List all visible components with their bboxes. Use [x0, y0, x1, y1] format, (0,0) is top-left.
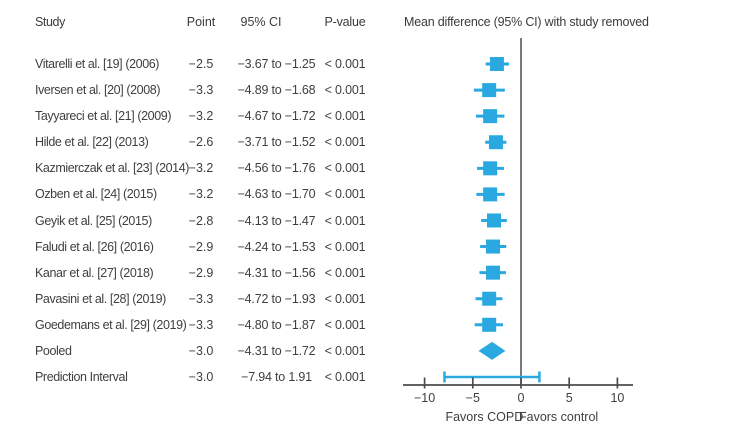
p-value: < 0.001 — [324, 265, 366, 280]
study-label: Ozben et al. [24] (2015) — [35, 187, 157, 202]
axis-tick-label: 5 — [566, 391, 573, 405]
point-estimate-value: −3.3 — [188, 83, 214, 98]
study-label: Hilde et al. [22] (2013) — [35, 135, 149, 150]
p-value: < 0.001 — [324, 161, 366, 176]
favors-left-label: Favors COPD — [445, 410, 523, 424]
p-value: < 0.001 — [324, 343, 366, 358]
forest-marker-square — [483, 109, 498, 124]
study-label: Pavasini et al. [28] (2019) — [35, 291, 166, 306]
p-value: < 0.001 — [324, 83, 366, 98]
p-value: < 0.001 — [324, 57, 366, 71]
plot-title: Mean difference (95% CI) with study remo… — [404, 15, 649, 29]
axis-tick-label: −10 — [414, 391, 435, 405]
forest-marker-square — [486, 265, 501, 280]
point-estimate-value: −3.0 — [188, 370, 214, 384]
point-estimate-value: −2.8 — [188, 213, 214, 228]
point-estimate-value: −3.2 — [188, 161, 214, 176]
forest-marker-square — [482, 317, 497, 332]
confidence-interval-value: −3.67 to −1.25 — [237, 57, 316, 71]
study-label: Kazmierczak et al. [23] (2014) — [35, 161, 190, 176]
p-value: < 0.001 — [324, 317, 366, 332]
confidence-interval-value: −3.71 to −1.52 — [237, 135, 316, 150]
col-header-ci: 95% CI — [240, 15, 282, 29]
forest-marker-square — [488, 135, 503, 150]
point-estimate-value: −2.6 — [188, 135, 214, 150]
forest-marker-square — [487, 213, 502, 228]
study-label: Tayyareci et al. [21] (2009) — [35, 109, 172, 124]
axis-tick-label: 10 — [610, 391, 624, 405]
study-label: Iversen et al. [20] (2008) — [35, 83, 161, 98]
confidence-interval-value: −4.24 to −1.53 — [237, 239, 316, 254]
axis-tick-label: −5 — [466, 391, 480, 405]
point-estimate-value: −2.9 — [188, 265, 214, 280]
confidence-interval-value: −4.31 to −1.72 — [237, 343, 316, 358]
p-value: < 0.001 — [324, 109, 366, 124]
col-header-point: Point — [186, 15, 216, 29]
confidence-interval-value: −4.63 to −1.70 — [237, 187, 316, 202]
point-estimate-value: −3.2 — [188, 109, 214, 124]
confidence-interval-value: −4.67 to −1.72 — [237, 109, 316, 124]
col-header-pvalue: P-value — [324, 15, 366, 29]
point-estimate-value: −2.5 — [188, 57, 214, 71]
forest-marker-square — [483, 187, 498, 202]
confidence-interval-value: −4.89 to −1.68 — [237, 83, 316, 98]
axis-tick-label: 0 — [518, 391, 525, 405]
confidence-interval-value: −4.56 to −1.76 — [237, 161, 316, 176]
confidence-interval-value: −4.72 to −1.93 — [237, 291, 316, 306]
study-label: Vitarelli et al. [19] (2006) — [35, 57, 160, 71]
forest-marker-square — [482, 291, 497, 306]
confidence-interval-value: −4.31 to −1.56 — [237, 265, 316, 280]
study-label: Goedemans et al. [29] (2019) — [35, 317, 187, 332]
col-header-study: Study — [35, 15, 65, 29]
point-estimate-value: −3.0 — [188, 343, 214, 358]
p-value: < 0.001 — [324, 239, 366, 254]
confidence-interval-value: −4.13 to −1.47 — [237, 213, 316, 228]
point-estimate-value: −3.3 — [188, 291, 214, 306]
study-label: Prediction Interval — [35, 370, 128, 384]
confidence-interval-value: −7.94 to 1.91 — [241, 370, 312, 384]
forest-marker-square — [483, 161, 498, 176]
p-value: < 0.001 — [324, 370, 366, 384]
study-label: Pooled — [35, 343, 72, 358]
point-estimate-value: −3.3 — [188, 317, 214, 332]
study-label: Faludi et al. [26] (2016) — [35, 239, 154, 254]
forest-marker-square — [482, 83, 497, 98]
p-value: < 0.001 — [324, 291, 366, 306]
study-label: Kanar et al. [27] (2018) — [35, 265, 154, 280]
forest-marker-square — [489, 57, 504, 71]
forest-marker-square — [486, 239, 501, 254]
p-value: < 0.001 — [324, 135, 366, 150]
point-estimate-value: −2.9 — [188, 239, 214, 254]
confidence-interval-value: −4.80 to −1.87 — [237, 317, 316, 332]
p-value: < 0.001 — [324, 213, 366, 228]
favors-right-label: Favors control — [519, 410, 598, 424]
pooled-diamond — [478, 341, 506, 360]
point-estimate-value: −3.2 — [188, 187, 214, 202]
p-value: < 0.001 — [324, 187, 366, 202]
study-label: Geyik et al. [25] (2015) — [35, 213, 152, 228]
